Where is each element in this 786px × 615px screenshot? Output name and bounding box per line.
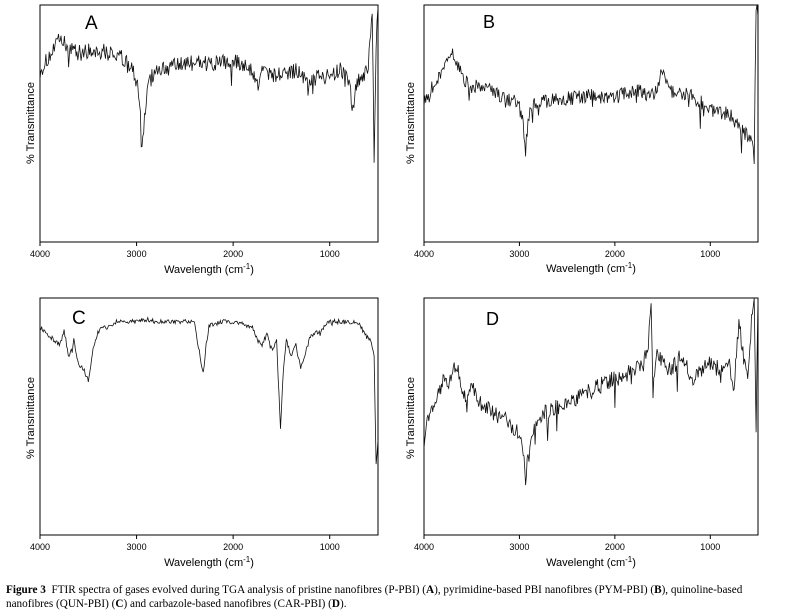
caption-panel-ref: C [115,598,124,610]
x-axis-label-text: Wavelenght (cm [546,557,625,569]
x-axis-label-text: Wavelength (cm [546,263,625,275]
spectrum-line [423,297,759,486]
x-axis-label: Wavelength (cm-1) [164,262,254,276]
x-tick-label: 1000 [700,542,720,552]
spectrum-line [423,5,759,165]
caption-fragment: FTIR spectra of gases evolved during TGA… [51,584,426,596]
x-tick-label: 3000 [127,249,147,259]
x-axis-label-sup: -1 [243,555,251,564]
x-axis-label-tail: ) [632,557,636,569]
panel-label: D [486,309,499,329]
panel-c: 4000 3000 2000 1000 C % Transmittance Wavel… [25,297,379,569]
x-tick-label: 2000 [605,249,625,259]
caption-label: Figure 3 [6,584,46,596]
panel-label: C [72,308,86,329]
plot-frame [39,4,379,243]
x-axis-label-tail: ) [250,557,254,569]
x-tick-label: 4000 [414,249,434,259]
caption-fragment: ) and carbazole-based nanofibres (CAR-PB… [123,598,332,610]
x-axis-label-sup: -1 [625,555,633,564]
x-tick-label: 2000 [223,249,243,259]
panel-label: B [483,12,495,32]
panel-d: 4000 3000 2000 1000 D % Transmittance Wavel… [405,297,759,569]
x-axis-label-text: Wavelength (cm [164,557,243,569]
caption-fragment: ). [340,598,347,610]
x-tick-label: 1000 [320,542,340,552]
x-axis-label: Wavelength (cm-1) [164,555,254,569]
caption-fragment: ), pyrimidine-based PBI nanofibres (PYM-… [434,584,655,596]
x-tick-label: 1000 [700,249,720,259]
caption-fragment: ), quinoline-based nanofibres (QUN-PBI) … [6,584,743,610]
x-ticks: 4000 3000 2000 1000 [414,535,720,552]
x-axis-label: Wavelenght (cm-1) [546,555,636,569]
x-tick-label: 2000 [223,542,243,552]
x-tick-label: 3000 [127,542,147,552]
x-axis-label-sup: -1 [625,261,633,270]
x-axis-label-tail: ) [250,264,254,276]
plot-frame [423,4,759,243]
y-axis-label: % Transmittance [405,82,417,164]
x-axis-label-text: Wavelength (cm [164,264,243,276]
y-axis-label: % Transmittance [405,377,417,459]
x-ticks: 4000 3000 2000 1000 [30,242,340,259]
y-axis-label: % Transmittance [25,82,37,164]
spectrum-line [39,7,379,163]
panel-a: 4000 3000 2000 1000 A % Transmittance Wavel… [25,4,379,276]
x-tick-label: 1000 [320,249,340,259]
x-tick-label: 3000 [509,542,529,552]
x-tick-label: 4000 [414,542,434,552]
x-tick-label: 2000 [605,542,625,552]
caption-panel-ref: B [654,584,662,596]
x-axis-label: Wavelength (cm-1) [546,261,636,275]
figure-caption: Figure 3 FTIR spectra of gases evolved d… [6,583,782,611]
caption-panel-ref: A [426,584,435,596]
caption-text: FTIR spectra of gases evolved during TGA… [6,584,742,610]
x-tick-label: 3000 [509,249,529,259]
x-axis-label-sup: -1 [243,262,251,271]
x-tick-label: 4000 [30,542,50,552]
spectrum-line [39,316,379,465]
y-axis-label: % Transmittance [25,377,37,459]
x-axis-label-tail: ) [632,263,636,275]
caption-panel-ref: D [331,598,341,610]
x-ticks: 4000 3000 2000 1000 [30,535,340,552]
panel-label: A [85,13,98,34]
panel-b: 4000 3000 2000 1000 B % Transmittance Wavel… [405,4,759,275]
x-tick-label: 4000 [30,249,50,259]
plot-frame [423,297,759,536]
x-ticks: 4000 3000 2000 1000 [414,242,720,259]
plot-frame [39,297,379,536]
